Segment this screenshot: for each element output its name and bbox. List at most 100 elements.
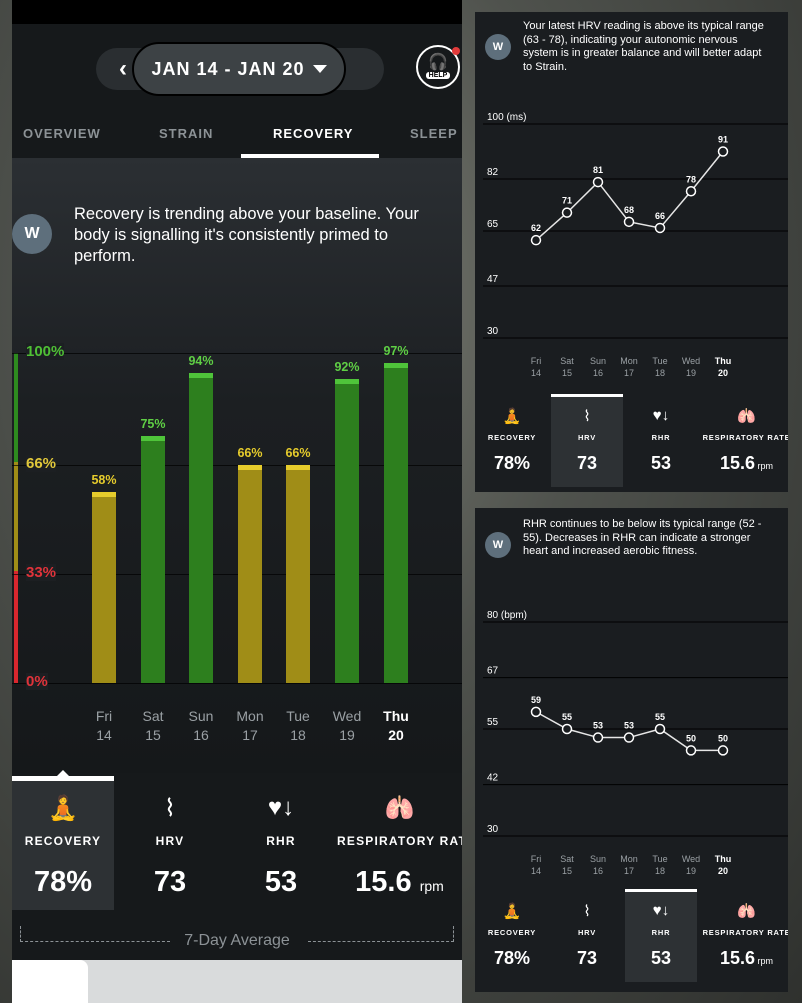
y-tick-label: 30 <box>487 326 499 337</box>
metric-rhr-label: RHR <box>266 834 296 848</box>
day-name: Thu <box>383 708 409 724</box>
data-point[interactable] <box>530 706 542 718</box>
bar-cap <box>92 491 116 497</box>
metric-rhr[interactable]: ♥↓ RHR 53 <box>625 889 697 982</box>
tab-bar: OVERVIEW STRAIN RECOVERY SLEEP <box>12 118 462 158</box>
hrv-detail-panel: W Your latest HRV reading is above its t… <box>475 12 788 492</box>
y-tick-label: 80 (bpm) <box>487 610 527 621</box>
x-day-label: Sun 16 <box>176 707 226 745</box>
data-point[interactable] <box>592 176 604 188</box>
x-day-label: 15 <box>562 368 572 378</box>
x-day-label: Tue 18 <box>273 707 323 745</box>
gridline <box>12 353 462 354</box>
bar-value-label: 66% <box>285 446 311 461</box>
metric-rhr[interactable]: ♥↓ RHR 53 <box>625 397 697 487</box>
day-number: 20 <box>388 727 404 743</box>
hrv-line-chart: 30 47 65 82 100 (ms) 62 Fri 14 71 Sat 15 81 Sun 16 68 M… <box>483 112 788 378</box>
y-tick-label: 30 <box>487 824 499 835</box>
data-point[interactable] <box>654 222 666 234</box>
x-day-label: Mon <box>620 854 638 864</box>
bar-value-label: 94% <box>188 353 214 368</box>
bar-cap <box>335 379 359 385</box>
active-tab-indicator <box>241 154 379 158</box>
metric-value: 78% <box>493 948 531 968</box>
whoop-logo-icon: W <box>485 532 511 558</box>
x-day-label: Mon 17 <box>225 707 275 745</box>
tab-strain[interactable]: STRAIN <box>159 126 214 141</box>
chevron-down-icon <box>312 65 327 73</box>
day-number: 19 <box>339 727 355 743</box>
bar-cap <box>189 372 213 378</box>
bar-3[interactable] <box>238 465 262 683</box>
heart-down-icon: ♥↓ <box>267 794 295 821</box>
bar-value-label: 75% <box>140 416 166 431</box>
data-point[interactable] <box>592 732 604 743</box>
x-day-label: 16 <box>593 866 603 876</box>
bar-value-label: 58% <box>91 472 117 487</box>
day-number: 17 <box>242 727 258 743</box>
metric-hrv[interactable]: ⌇ HRV 73 <box>551 892 623 982</box>
metric-respiratory-rate[interactable]: 🫁 RESPIRATORY RATE 15.6 rpm <box>337 776 462 910</box>
x-day-label: 14 <box>531 866 541 876</box>
selected-metric-indicator <box>551 394 623 397</box>
metric-resp[interactable]: 🫁 RESPIRATORY RATE 15.6 rpm <box>699 892 788 982</box>
data-point[interactable] <box>685 186 697 197</box>
metric-recovery[interactable]: 🧘 RECOVERY 78% <box>475 892 549 982</box>
metric-recovery[interactable]: 🧘 RECOVERY 78% <box>12 776 114 910</box>
data-point[interactable] <box>623 732 635 743</box>
date-range-selector[interactable]: JAN 14 - JAN 20 <box>132 42 346 96</box>
metrics-row: 🧘 RECOVERY 78% ⌇ HRV 73 ♥↓ RHR 53 🫁 RESP… <box>12 776 462 910</box>
x-day-label: 18 <box>655 866 665 876</box>
bar-2[interactable] <box>189 372 213 683</box>
x-day-label: 15 <box>562 866 572 876</box>
metric-rhr[interactable]: ♥↓ RHR 53 <box>226 776 336 910</box>
metric-hrv[interactable]: ⌇ HRV 73 <box>551 394 623 487</box>
x-day-label: Tue <box>652 356 667 366</box>
metric-hrv[interactable]: ⌇ HRV 73 <box>115 776 225 910</box>
whoop-logo-icon: W <box>12 214 52 254</box>
day-number: 14 <box>96 727 112 743</box>
metric-recovery[interactable]: 🧘 RECOVERY 78% <box>475 397 549 487</box>
metric-value: 53 <box>650 948 672 968</box>
bar-6[interactable] <box>384 362 408 683</box>
x-day-label: Fri 14 <box>79 707 129 745</box>
tab-sleep[interactable]: SLEEP <box>410 126 458 141</box>
data-point[interactable] <box>717 146 729 157</box>
x-day-label: 18 <box>655 368 665 378</box>
tab-overview[interactable]: OVERVIEW <box>23 126 101 141</box>
help-button[interactable]: 🎧 HELP <box>416 45 460 89</box>
bar-cap <box>141 435 165 441</box>
bar-1[interactable] <box>141 435 165 683</box>
nav-home-tab[interactable] <box>12 960 88 1003</box>
x-day-label: Thu <box>715 854 732 864</box>
data-point[interactable] <box>561 207 573 218</box>
metric-label: RESPIRATORY RATE <box>702 928 788 937</box>
x-day-label: Sat 15 <box>128 707 178 745</box>
x-day-label: Tue <box>652 854 667 864</box>
lungs-icon: 🫁 <box>737 408 756 425</box>
rhr-insight-text: RHR continues to be below its typical ra… <box>523 518 762 557</box>
notification-dot <box>452 47 460 55</box>
data-label: 68 <box>624 205 634 215</box>
metric-label: RESPIRATORY RATE <box>702 433 788 442</box>
metric-label: HRV <box>577 928 597 937</box>
rhr-metrics-row: 🧘 RECOVERY 78% ⌇ HRV 73 ♥↓ RHR 53 🫁 RESPIRATORY RA… <box>475 889 788 982</box>
data-point[interactable] <box>623 216 635 228</box>
bar-0[interactable] <box>92 491 116 683</box>
data-point[interactable] <box>717 745 729 756</box>
day-name: Sat <box>142 708 164 724</box>
x-day-label: 20 <box>718 866 728 876</box>
tab-recovery[interactable]: RECOVERY <box>273 126 354 141</box>
data-point[interactable] <box>685 745 697 756</box>
metric-value: 15.6 rpm <box>719 453 774 473</box>
metric-resp[interactable]: 🫁 RESPIRATORY RATE 15.6 rpm <box>699 397 788 487</box>
hrv-insight-text: Your latest HRV reading is above its typ… <box>523 20 764 73</box>
data-point[interactable] <box>561 723 573 735</box>
data-label: 81 <box>593 165 603 175</box>
bar-5[interactable] <box>335 379 359 683</box>
back-arrow-icon[interactable]: ‹ <box>119 55 127 82</box>
rhr-detail-panel: W RHR continues to be below its typical … <box>475 508 788 992</box>
bar-4[interactable] <box>286 465 310 683</box>
data-point[interactable] <box>654 723 666 735</box>
data-point[interactable] <box>530 234 542 246</box>
